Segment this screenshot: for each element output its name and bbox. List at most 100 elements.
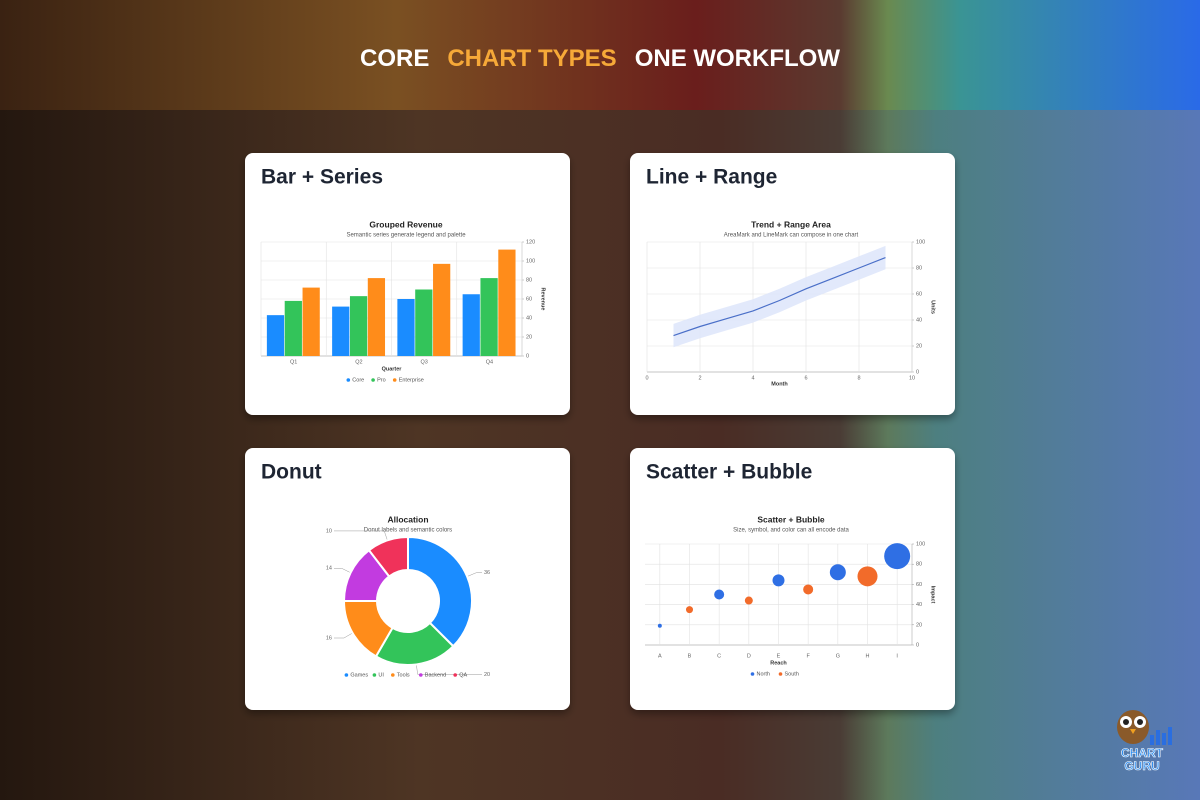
y-tick-label: 120 bbox=[526, 239, 535, 245]
legend-swatch bbox=[371, 378, 375, 382]
x-tick-label: A bbox=[658, 653, 662, 659]
leader-line bbox=[467, 572, 482, 577]
leader-line bbox=[334, 530, 388, 540]
y-tick-label: 100 bbox=[916, 239, 925, 245]
logo-text: GURU bbox=[1124, 759, 1159, 773]
x-tick-label: B bbox=[688, 653, 692, 659]
chart-subtitle: AreaMark and LineMark can compose in one… bbox=[724, 233, 859, 239]
logo-bar bbox=[1168, 727, 1172, 745]
logo-bar bbox=[1150, 735, 1154, 745]
legend-swatch bbox=[372, 673, 377, 677]
header-band bbox=[0, 0, 1200, 110]
x-tick-label: Q4 bbox=[486, 359, 493, 365]
bar bbox=[433, 263, 451, 356]
bar bbox=[302, 287, 320, 356]
legend-label: South bbox=[785, 671, 799, 677]
bubble bbox=[857, 566, 878, 587]
logo: CHART GURU bbox=[1117, 710, 1172, 773]
bubble bbox=[744, 596, 753, 605]
y-tick-label: 60 bbox=[916, 582, 922, 588]
legend-swatch bbox=[344, 673, 349, 677]
card: Scatter + Bubble bbox=[630, 448, 955, 710]
data-label: 36 bbox=[484, 570, 490, 576]
legend-label: UI bbox=[378, 672, 384, 678]
bubble bbox=[657, 623, 662, 628]
y-tick-label: 20 bbox=[916, 343, 922, 349]
legend-swatch bbox=[419, 673, 423, 677]
legend-label: Tools bbox=[397, 672, 410, 678]
bar bbox=[349, 296, 368, 356]
x-axis-label: Month bbox=[771, 381, 788, 387]
chart-title: Trend + Range Area bbox=[751, 219, 831, 229]
y-tick-label: 80 bbox=[916, 562, 922, 568]
donut-slice bbox=[407, 536, 473, 648]
x-tick-label: 8 bbox=[857, 375, 860, 381]
owl-pupil bbox=[1137, 719, 1143, 725]
bar bbox=[266, 315, 285, 356]
chart-subtitle: Size, symbol, and color can all encode d… bbox=[733, 528, 849, 534]
card: Donut bbox=[245, 448, 570, 710]
header-part: CHART TYPES bbox=[447, 45, 616, 72]
x-tick-label: 0 bbox=[645, 375, 648, 381]
legend-swatch bbox=[392, 378, 397, 382]
leader-line bbox=[416, 665, 482, 675]
y-tick-label: 20 bbox=[526, 334, 532, 340]
y-tick-label: 0 bbox=[916, 642, 919, 648]
legend-label: Enterprise bbox=[399, 377, 424, 383]
y-tick-label: 60 bbox=[916, 291, 922, 297]
x-tick-label: 2 bbox=[698, 375, 701, 381]
chart-subtitle: Donut labels and semantic colors bbox=[364, 528, 452, 534]
y-tick-label: 40 bbox=[916, 602, 922, 608]
legend-swatch bbox=[750, 672, 755, 676]
chart-title: Allocation bbox=[387, 514, 428, 524]
bar bbox=[498, 249, 516, 356]
range-area bbox=[673, 245, 886, 348]
x-tick-label: D bbox=[747, 653, 751, 659]
data-label: 10 bbox=[326, 528, 332, 534]
header-title: CORE CHART TYPES ONE WORKFLOW bbox=[360, 45, 840, 72]
leader-line bbox=[334, 568, 350, 573]
legend-swatch bbox=[346, 378, 351, 382]
card-title: Line + Range bbox=[646, 166, 777, 189]
card-bg bbox=[245, 448, 570, 710]
x-tick-label: 6 bbox=[804, 375, 807, 381]
card-bg bbox=[245, 153, 570, 415]
x-tick-label: Q2 bbox=[355, 359, 362, 365]
bar bbox=[480, 278, 498, 356]
card: Bar + Series bbox=[245, 153, 570, 415]
legend-label: Pro bbox=[377, 377, 386, 383]
bubble bbox=[772, 574, 785, 587]
y-tick-label: 80 bbox=[526, 277, 532, 283]
x-tick-label: H bbox=[866, 653, 870, 659]
x-tick-label: Q3 bbox=[420, 359, 427, 365]
x-tick-label: G bbox=[836, 653, 840, 659]
header-part: ONE WORKFLOW bbox=[635, 45, 841, 72]
legend-swatch bbox=[778, 672, 783, 676]
y-tick-label: 40 bbox=[916, 317, 922, 323]
legend-swatch bbox=[453, 673, 458, 677]
card-title: Bar + Series bbox=[261, 166, 383, 189]
leader-line bbox=[334, 633, 352, 639]
bar bbox=[284, 300, 302, 356]
chart-subtitle: Semantic series generate legend and pale… bbox=[346, 233, 466, 239]
y-tick-label: 60 bbox=[526, 296, 532, 302]
y-tick-label: 40 bbox=[526, 315, 532, 321]
bar bbox=[332, 306, 350, 356]
legend-label: QA bbox=[459, 672, 467, 678]
bubble bbox=[714, 589, 725, 600]
bubble bbox=[803, 584, 814, 595]
legend-swatch bbox=[391, 673, 395, 677]
legend-label: Games bbox=[350, 672, 368, 678]
owl-beak bbox=[1130, 729, 1136, 734]
data-label: 16 bbox=[326, 635, 332, 641]
y-tick-label: 20 bbox=[916, 622, 922, 628]
x-axis-label: Quarter bbox=[382, 366, 403, 372]
chart-title: Grouped Revenue bbox=[369, 219, 442, 229]
x-tick-label: 4 bbox=[751, 375, 754, 381]
bar bbox=[367, 278, 386, 356]
y-axis-label: Impact bbox=[930, 586, 936, 604]
data-label: 14 bbox=[326, 566, 332, 572]
x-axis-label: Reach bbox=[770, 660, 787, 666]
bar bbox=[462, 294, 480, 356]
